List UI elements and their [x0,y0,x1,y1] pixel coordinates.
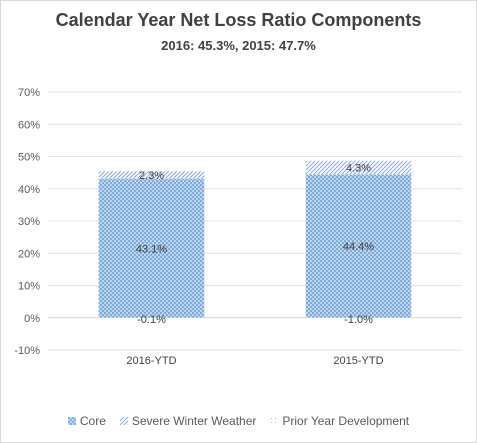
y-tick-label: 20% [18,248,40,260]
data-label: 43.1% [136,243,167,255]
bar-core [305,174,412,318]
y-tick-label: 30% [18,216,40,228]
x-tick-label: 2015-YTD [333,355,383,367]
data-label: -0.1% [137,314,166,326]
legend-item-core: Core [67,414,106,428]
legend-label-prior-year-development: Prior Year Development [282,414,410,428]
y-tick-label: -10% [14,345,40,357]
y-tick-label: 10% [18,281,40,293]
data-label: -1.0% [344,314,373,326]
y-tick-label: 60% [18,119,40,131]
chart-subtitle: 2016: 45.3%, 2015: 47.7% [161,38,316,53]
bar-severe-winter-weather [305,160,412,175]
x-tick-label: 2016-YTD [126,355,176,367]
legend-label-core: Core [79,414,106,428]
bar-severe-winter-weather [98,171,205,179]
bar-core [98,178,205,318]
legend-item-prior-year-development: Prior Year Development [270,414,409,428]
chart-plot: -10% 0% 10% 20% 30% 40% 50% 60% 70% 43.1% 2.3% -0.1… [14,87,462,367]
legend-swatch-core [67,417,76,425]
bar-prior-year-development [98,317,205,319]
data-label: 2.3% [139,170,164,182]
y-tick-label: 0% [24,313,40,325]
chart-title: Calendar Year Net Loss Ratio Components [55,10,422,30]
data-label: 44.4% [343,241,374,253]
chart-legend: Core Severe Winter Weather Prior Year De… [0,414,477,428]
legend-item-severe-winter-weather: Severe Winter Weather [119,414,257,428]
legend-swatch-prior-year-development [270,417,279,425]
bar-prior-year-development [305,317,412,321]
y-tick-label: 70% [18,87,40,99]
y-tick-label: 40% [18,184,40,196]
legend-label-severe-winter-weather: Severe Winter Weather [131,414,257,428]
y-tick-label: 50% [18,152,40,164]
data-label: 4.3% [346,163,371,175]
legend-swatch-severe-winter-weather [119,417,128,425]
